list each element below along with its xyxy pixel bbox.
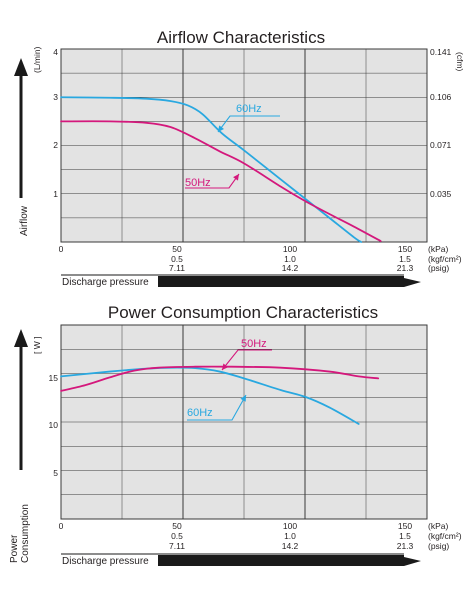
chart2-xtick-kgf-15: 1.5	[399, 531, 411, 541]
chart1-ytick-2: 2	[53, 140, 58, 150]
chart1-leader-arrowhead-60hz	[218, 125, 224, 132]
chart2-xtick-150: 150	[398, 521, 412, 531]
chart1-y-unit-right: (cfm)	[455, 52, 465, 72]
chart2-ytick-10: 10	[49, 420, 59, 430]
chart1-x-unit-kpa: (kPa)	[428, 244, 448, 254]
chart2-ytick-5: 5	[53, 468, 58, 478]
chart1-xtick-kgf-15: 1.5	[399, 254, 411, 264]
chart2-xlabel: Discharge pressure	[62, 556, 149, 567]
chart2-xaxis-arrow	[158, 555, 421, 566]
chart1-series-60hz-line	[60, 96, 363, 243]
chart1-ytick-right-0035: 0.035	[430, 189, 452, 199]
chart1-ytick-3: 3	[53, 92, 58, 102]
chart1-ytick-right-0141: 0.141	[430, 47, 452, 57]
chart1-xtick-kgf-10: 1.0	[284, 254, 296, 264]
chart2-xtick-psig-142: 14.2	[282, 541, 299, 551]
chart1-series-50hz-line	[60, 120, 382, 242]
chart1-ytick-1: 1	[53, 189, 58, 199]
chart2-ylabel-line1: Power	[9, 534, 20, 563]
chart1-x-unit-psig: (psig)	[428, 263, 449, 273]
chart1-y-unit-left: (L/min)	[32, 46, 42, 73]
chart2-series-50hz-line	[60, 365, 380, 392]
chart2-ylabel-line2: Consumption	[20, 504, 31, 563]
chart2-x-unit-kpa: (kPa)	[428, 521, 448, 531]
chart1-xtick-psig-213: 21.3	[397, 263, 414, 273]
chart2-ytick-15: 15	[49, 373, 59, 383]
chart1-leader-arrowhead-50hz	[233, 174, 239, 181]
chart2-ylabel: Power Consumption	[9, 504, 31, 563]
chart2-y-unit-left: [ W ]	[32, 337, 42, 354]
chart2-xtick-psig-711: 7.11	[169, 541, 185, 551]
chart1-ytick-right-0071: 0.071	[430, 140, 452, 150]
chart1-xtick-psig-711: 7.11	[169, 263, 185, 273]
chart1-ylabel: Airflow	[19, 205, 30, 236]
chart2-leader-arrowhead-50hz	[222, 363, 229, 370]
chart2-x-unit-psig: (psig)	[428, 541, 449, 551]
chart2-xtick-100: 100	[283, 521, 297, 531]
chart1-ytick-4: 4	[53, 47, 58, 57]
chart1-xtick-0: 0	[59, 244, 64, 254]
chart1-title: Airflow Characteristics	[157, 28, 325, 47]
chart1-legend-60hz: 60Hz	[236, 103, 262, 115]
chart1-xaxis-arrow	[158, 276, 421, 287]
chart1-xtick-100: 100	[283, 244, 297, 254]
chart2-series-layer	[60, 349, 380, 425]
chart2-xtick-kgf-10: 1.0	[284, 531, 296, 541]
chart1-leader-60hz	[217, 115, 280, 133]
chart2-leader-arrowhead-60hz	[240, 395, 246, 402]
chart2-x-unit-kgf: (kgf/cm²)	[428, 531, 462, 541]
chart2-leader-50hz	[221, 349, 272, 371]
chart1-xlabel: Discharge pressure	[62, 277, 149, 288]
chart1-x-unit-kgf: (kgf/cm²)	[428, 254, 462, 264]
chart2-yaxis-arrowhead	[14, 329, 28, 347]
chart2-xtick-psig-213: 21.3	[397, 541, 414, 551]
chart1-series-layer	[60, 96, 382, 243]
chart2-legend-50hz: 50Hz	[241, 338, 267, 350]
chart1-legend-50hz: 50Hz	[185, 177, 211, 189]
chart2-legend-60hz: 60Hz	[187, 407, 213, 419]
chart1-xtick-kgf-05: 0.5	[171, 254, 183, 264]
chart2-title: Power Consumption Characteristics	[108, 303, 378, 322]
chart2-xtick-50: 50	[172, 521, 182, 531]
chart2-xtick-kgf-05: 0.5	[171, 531, 183, 541]
chart1-xtick-50: 50	[172, 244, 182, 254]
chart2-leader-60hz	[187, 394, 247, 421]
chart1-xtick-150: 150	[398, 244, 412, 254]
chart2-xtick-0: 0	[59, 521, 64, 531]
chart2-grid	[61, 325, 427, 519]
chart1-ytick-right-0106: 0.106	[430, 92, 452, 102]
chart1-yaxis-arrowhead	[14, 58, 28, 76]
chart1-xtick-psig-142: 14.2	[282, 263, 299, 273]
